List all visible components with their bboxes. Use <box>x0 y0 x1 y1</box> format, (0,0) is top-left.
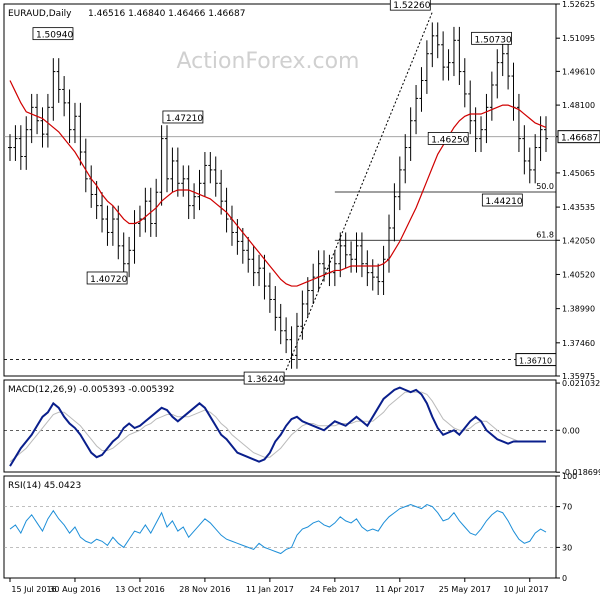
watermark: ActionForex.com <box>177 49 360 74</box>
price-tick-label: 1.52625 <box>562 0 595 9</box>
price-callout: 1.36240 <box>247 375 284 385</box>
chart-symbol: EURAUD,Daily <box>8 9 72 19</box>
fib-label: 61.8 <box>536 230 554 239</box>
price-callout: 1.44210 <box>485 197 522 207</box>
macd-tick-label: -0.018699 <box>562 468 600 477</box>
price-tick-label: 1.48100 <box>562 101 595 110</box>
rsi-title: RSI(14) 45.0423 <box>8 481 81 491</box>
x-tick-label: 25 May 2017 <box>439 585 491 594</box>
rsi-tick-label: 0 <box>562 574 567 583</box>
trendline <box>285 11 433 371</box>
current-price-label: 1.46687 <box>561 134 598 144</box>
price-tick-label: 1.45065 <box>562 169 595 178</box>
price-tick-label: 1.38990 <box>562 305 595 314</box>
x-tick-label: 24 Feb 2017 <box>310 585 360 594</box>
macd-tick-label: 0.00 <box>562 426 580 435</box>
current-price-box <box>557 130 600 144</box>
price-callout-box <box>162 110 204 124</box>
price-callout: 1.40720 <box>90 275 127 285</box>
x-tick-label: 28 Nov 2016 <box>179 585 230 594</box>
x-tick-label: 11 Apr 2017 <box>375 585 424 594</box>
price-callout: 1.47210 <box>166 114 203 124</box>
price-tick-label: 1.49610 <box>562 67 595 76</box>
support-label: 1.36710 <box>519 357 552 366</box>
price-callout-box <box>389 0 431 11</box>
price-tick-label: 1.35975 <box>562 372 595 381</box>
macd-line <box>9 386 546 467</box>
rsi-tick-label: 100 <box>562 472 577 481</box>
price-callout-box <box>86 271 128 285</box>
support-label-box <box>515 353 557 367</box>
rsi-line <box>9 503 547 555</box>
price-callout-box <box>471 31 512 45</box>
price-tick-label: 1.37460 <box>562 339 595 348</box>
x-tick-label: 10 Jul 2017 <box>503 585 548 594</box>
x-tick-label: 11 Jan 2017 <box>246 585 294 594</box>
rsi-tick-label: 30 <box>562 543 572 552</box>
price-tick-label: 1.42050 <box>562 236 595 245</box>
price-callout-box <box>32 27 74 41</box>
x-tick-label: 13 Oct 2016 <box>115 585 164 594</box>
price-callout-box <box>481 193 523 207</box>
panel-frame-2 <box>3 475 557 579</box>
chart-ohlc: 1.46516 1.46840 1.46466 1.46687 <box>88 9 245 19</box>
rsi-tick-label: 70 <box>562 503 572 512</box>
x-tick-label: 15 Jul 2016 <box>11 585 56 594</box>
price-callout: 1.50940 <box>36 31 73 41</box>
moving-average-line <box>9 80 547 287</box>
price-callout-box <box>243 371 285 385</box>
fib-label: 50.0 <box>536 182 554 191</box>
price-callout: 1.52260 <box>393 1 430 11</box>
panel-frame-0 <box>3 3 557 377</box>
macd-title: MACD(12,26,9) -0.005393 -0.005392 <box>8 385 174 395</box>
price-tick-label: 1.51095 <box>562 34 595 43</box>
price-callout: 1.46250 <box>431 135 468 145</box>
price-callout: 1.50730 <box>475 35 512 45</box>
price-tick-label: 1.43535 <box>562 203 595 212</box>
macd-tick-label: 0.021032 <box>562 379 600 388</box>
price-tick-label: 1.40520 <box>562 270 595 279</box>
x-tick-label: 30 Aug 2016 <box>49 585 100 594</box>
macd-signal-line <box>9 391 546 463</box>
price-callout-box <box>427 132 469 145</box>
